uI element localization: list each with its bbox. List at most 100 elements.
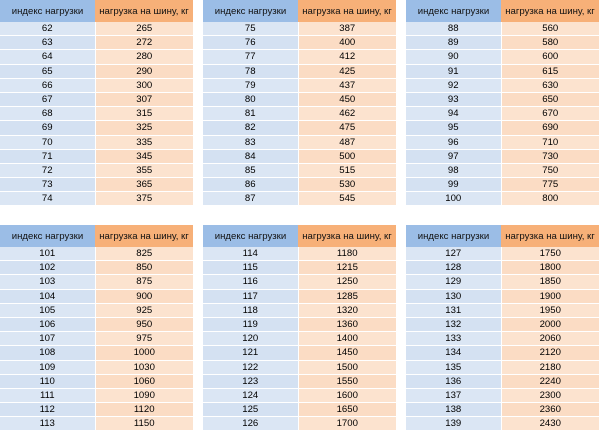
load-index-cell: 118	[203, 303, 298, 318]
table-row: 107 975	[0, 331, 193, 347]
table-row: 115 1215	[203, 260, 396, 276]
table-row: 66 300	[0, 78, 193, 93]
load-index-cell: 117	[203, 289, 298, 304]
table-row: 78 425	[203, 64, 396, 79]
tire-load-cell: 630	[500, 78, 599, 93]
tire-load-cell: 580	[500, 35, 599, 51]
load-index-cell: 88	[406, 22, 501, 37]
load-index-cell: 106	[0, 317, 95, 333]
table-row: 70 335	[0, 135, 193, 150]
load-index-cell: 133	[406, 331, 501, 347]
load-index-cell: 97	[406, 149, 501, 164]
table-row: 90 600	[406, 49, 599, 65]
load-index-cell: 94	[406, 106, 501, 122]
load-index-cell: 78	[203, 64, 298, 79]
table-row: 72 355	[0, 163, 193, 179]
table-row: 68 315	[0, 106, 193, 122]
tire-load-cell: 2240	[500, 374, 599, 389]
tire-load-cell: 335	[94, 135, 193, 150]
header-tire-load: нагрузка на шину, кг	[298, 0, 396, 22]
header-load-index: индекс нагрузки	[0, 0, 95, 22]
table-row: 74 375	[0, 191, 193, 207]
table-row: 111 1090	[0, 388, 193, 404]
table-row: 125 1650	[203, 402, 396, 418]
tire-load-cell: 1090	[94, 388, 193, 404]
load-index-cell: 85	[203, 163, 298, 179]
table-row: 117 1285	[203, 289, 396, 304]
tire-load-cell: 280	[94, 49, 193, 65]
table-row: 79 437	[203, 78, 396, 93]
tire-load-cell: 1650	[297, 402, 396, 418]
table-row: 127 1750	[406, 247, 599, 262]
tire-load-cell: 475	[297, 120, 396, 136]
load-index-cell: 71	[0, 149, 95, 164]
table-row: 65 290	[0, 64, 193, 79]
tire-load-cell: 560	[500, 22, 599, 37]
tire-load-cell: 355	[94, 163, 193, 179]
header-load-index: индекс нагрузки	[203, 225, 298, 247]
table-row: 116 1250	[203, 274, 396, 290]
header-load-index: индекс нагрузки	[406, 225, 501, 247]
load-index-cell: 72	[0, 163, 95, 179]
tire-load-cell: 307	[94, 92, 193, 108]
load-index-cell: 122	[203, 360, 298, 375]
load-index-cell: 68	[0, 106, 95, 122]
table-row: 106 950	[0, 317, 193, 333]
load-index-cell: 136	[406, 374, 501, 389]
load-index-cell: 70	[0, 135, 95, 150]
tire-load-cell: 1600	[297, 388, 396, 404]
table-row: 108 1000	[0, 345, 193, 361]
table-row: 105 925	[0, 303, 193, 318]
tire-load-cell: 412	[297, 49, 396, 65]
tire-load-cell: 425	[297, 64, 396, 79]
table-row: 138 2360	[406, 402, 599, 418]
header-load-index: индекс нагрузки	[0, 225, 95, 247]
load-index-cell: 67	[0, 92, 95, 108]
tire-load-cell: 2300	[500, 388, 599, 404]
load-index-cell: 74	[0, 191, 95, 207]
header-row: индекс нагрузки нагрузка на шину, кг	[406, 0, 599, 22]
table-row: 69 325	[0, 120, 193, 136]
tire-load-cell: 437	[297, 78, 396, 93]
tire-load-cell: 800	[500, 191, 599, 207]
load-index-cell: 65	[0, 64, 95, 79]
tire-load-cell: 1900	[500, 289, 599, 304]
load-index-cell: 77	[203, 49, 298, 65]
load-index-cell: 64	[0, 49, 95, 65]
tire-load-cell: 950	[94, 317, 193, 333]
table-row: 77 412	[203, 49, 396, 65]
load-index-cell: 99	[406, 177, 501, 193]
load-index-cell: 100	[406, 191, 501, 207]
tire-load-cell: 450	[297, 92, 396, 108]
load-index-cell: 131	[406, 303, 501, 318]
load-index-cell: 98	[406, 163, 501, 179]
table-row: 95 690	[406, 120, 599, 136]
tire-load-cell: 487	[297, 135, 396, 150]
table-row: 124 1600	[203, 388, 396, 404]
table-row: 97 730	[406, 149, 599, 164]
header-tire-load: нагрузка на шину, кг	[95, 0, 193, 22]
load-index-cell: 127	[406, 247, 501, 262]
table-row: 86 530	[203, 177, 396, 193]
load-index-cell: 110	[0, 374, 95, 389]
load-index-cell: 114	[203, 247, 298, 262]
tire-load-cell: 690	[500, 120, 599, 136]
table-row: 126 1700	[203, 416, 396, 432]
tire-load-cell: 2360	[500, 402, 599, 418]
load-index-cell: 123	[203, 374, 298, 389]
load-index-cell: 69	[0, 120, 95, 136]
load-table-5: индекс нагрузки нагрузка на шину, кг 114 11…	[203, 225, 396, 432]
table-row: 80 450	[203, 92, 396, 108]
load-index-cell: 79	[203, 78, 298, 93]
header-row: индекс нагрузки нагрузка на шину, кг	[0, 225, 193, 247]
tire-load-cell: 1750	[500, 247, 599, 262]
tire-load-cell: 1250	[297, 274, 396, 290]
tire-load-cell: 2120	[500, 345, 599, 361]
table-row: 109 1030	[0, 360, 193, 375]
table-row: 64 280	[0, 49, 193, 65]
table-row: 93 650	[406, 92, 599, 108]
tire-load-cell: 365	[94, 177, 193, 193]
table-row: 99 775	[406, 177, 599, 193]
tire-load-cell: 730	[500, 149, 599, 164]
table-row: 87 545	[203, 191, 396, 207]
